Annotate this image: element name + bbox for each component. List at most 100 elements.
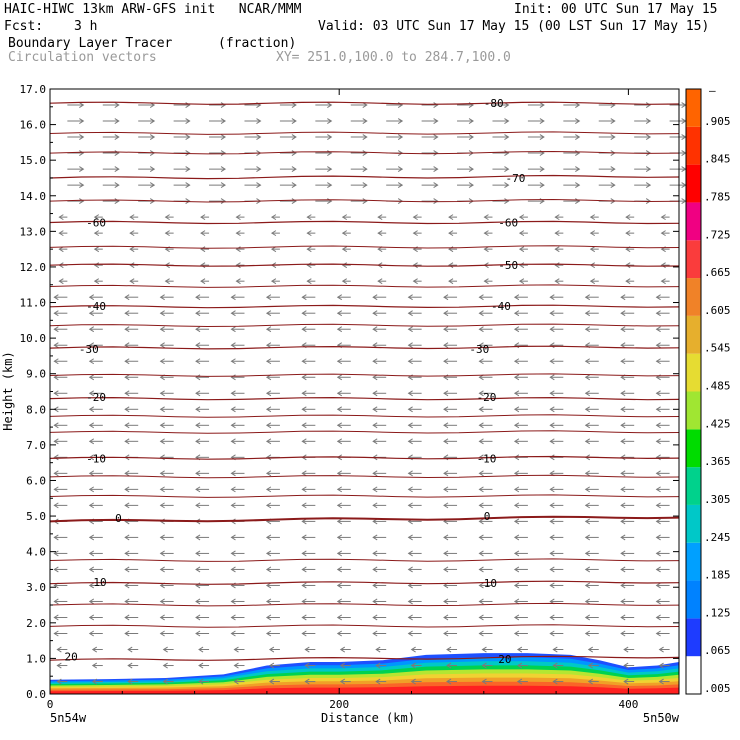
wind-vector-head bbox=[478, 534, 484, 541]
wind-vector-head bbox=[481, 678, 487, 685]
wind-vector-head bbox=[341, 214, 348, 221]
wind-vector-head bbox=[341, 246, 348, 253]
wind-vector-head bbox=[518, 262, 525, 269]
wind-vector-head bbox=[336, 406, 343, 413]
wind-vector-head bbox=[549, 566, 555, 573]
wind-vector-head bbox=[195, 502, 201, 509]
temperature-contour bbox=[49, 131, 680, 135]
wind-vector-head bbox=[407, 390, 413, 397]
wind-vector-head bbox=[433, 134, 439, 140]
wind-vector-head bbox=[645, 102, 652, 108]
wind-vector-head bbox=[412, 278, 418, 285]
wind-vector-head bbox=[230, 358, 236, 365]
wind-vector-head bbox=[336, 630, 343, 637]
wind-vector-head bbox=[625, 262, 631, 269]
y-tick-label: 11.0 bbox=[20, 297, 47, 310]
y-tick-label: 0.0 bbox=[26, 688, 46, 701]
wind-vector-head bbox=[159, 598, 165, 605]
wind-vector-head bbox=[327, 118, 333, 124]
wind-vector-head bbox=[53, 422, 59, 429]
wind-vector-head bbox=[129, 214, 135, 221]
wind-vector-head bbox=[185, 166, 191, 172]
wind-vector-head bbox=[575, 182, 581, 189]
wind-vector-head bbox=[584, 358, 591, 365]
wind-vector-head bbox=[159, 294, 165, 301]
colorbar-cell bbox=[686, 89, 701, 127]
wind-vector-head bbox=[301, 374, 307, 381]
colorbar-cell bbox=[686, 240, 701, 279]
wind-vector-head bbox=[265, 358, 272, 365]
temperature-contour bbox=[49, 373, 680, 377]
wind-vector-head bbox=[655, 422, 661, 429]
wind-vector-head bbox=[549, 294, 555, 301]
wind-vector-head bbox=[610, 118, 616, 124]
wind-vector-head bbox=[655, 486, 661, 493]
wind-vector-head bbox=[407, 566, 413, 573]
wind-vector-head bbox=[265, 438, 272, 445]
wind-vector-head bbox=[185, 118, 191, 124]
wind-vector-head bbox=[584, 294, 591, 301]
wind-vector-head bbox=[655, 390, 661, 397]
wind-vector-head bbox=[584, 630, 591, 637]
wind-vector-head bbox=[291, 150, 297, 156]
wind-vector-head bbox=[336, 294, 343, 301]
wind-vector-head bbox=[516, 678, 523, 685]
wind-vector-head bbox=[88, 374, 95, 381]
wind-vector-head bbox=[339, 646, 346, 653]
wind-vector-head bbox=[516, 646, 523, 653]
wind-vector-head bbox=[575, 134, 581, 140]
wind-vector-head bbox=[56, 678, 62, 685]
wind-vector-head bbox=[589, 246, 596, 253]
wind-vector-head bbox=[124, 390, 130, 397]
temperature-contour bbox=[49, 558, 680, 562]
wind-vector-head bbox=[655, 534, 661, 541]
wind-vector-head bbox=[549, 342, 555, 349]
wind-vector-head bbox=[478, 502, 484, 509]
wind-vector-head bbox=[539, 134, 545, 140]
wind-vector-head bbox=[195, 374, 201, 381]
wind-vector-head bbox=[235, 214, 241, 221]
wind-vector-head bbox=[56, 662, 62, 669]
wind-vector-head bbox=[518, 214, 525, 221]
temperature-contour bbox=[49, 220, 680, 225]
wind-vector-head bbox=[513, 518, 520, 525]
wind-vector-head bbox=[554, 246, 560, 253]
wind-vector-head bbox=[587, 646, 594, 653]
wind-vector-head bbox=[478, 294, 484, 301]
wind-vector-head bbox=[220, 198, 227, 205]
wind-vector-head bbox=[539, 166, 545, 172]
wind-vector-head bbox=[375, 646, 381, 653]
y-tick-label: 9.0 bbox=[26, 368, 46, 381]
wind-vector-head bbox=[620, 502, 626, 509]
contour-label: -40 bbox=[491, 300, 511, 313]
wind-vector-head bbox=[372, 486, 378, 493]
wind-vector-head bbox=[195, 422, 201, 429]
wind-vector-head bbox=[412, 230, 418, 237]
wind-vector-head bbox=[195, 630, 201, 637]
wind-vector-head bbox=[589, 278, 596, 285]
temperature-contour bbox=[49, 580, 680, 585]
wind-vector-head bbox=[513, 534, 520, 541]
wind-vector-head bbox=[623, 662, 629, 669]
wind-vector-head bbox=[443, 438, 449, 445]
wind-vector-head bbox=[362, 134, 368, 140]
contour-label: 20 bbox=[64, 651, 77, 664]
wind-vector-head bbox=[377, 278, 383, 285]
temperature-contour bbox=[49, 304, 680, 309]
wind-vector-head bbox=[195, 310, 201, 317]
wind-vector-head bbox=[230, 630, 236, 637]
wind-vector-head bbox=[301, 390, 307, 397]
wind-vector-head bbox=[513, 390, 520, 397]
wind-vector-head bbox=[88, 534, 95, 541]
y-tick-label: 14.0 bbox=[20, 190, 47, 203]
wind-vector-head bbox=[478, 358, 484, 365]
wind-vector-head bbox=[301, 518, 307, 525]
wind-vector-head bbox=[270, 214, 277, 221]
wind-vector-head bbox=[327, 102, 333, 108]
wind-vector-head bbox=[58, 214, 64, 221]
wind-vector-head bbox=[407, 486, 413, 493]
wind-vector-head bbox=[625, 278, 631, 285]
wind-vector-head bbox=[265, 390, 272, 397]
wind-vector-head bbox=[483, 246, 489, 253]
wind-vector-head bbox=[620, 582, 626, 589]
